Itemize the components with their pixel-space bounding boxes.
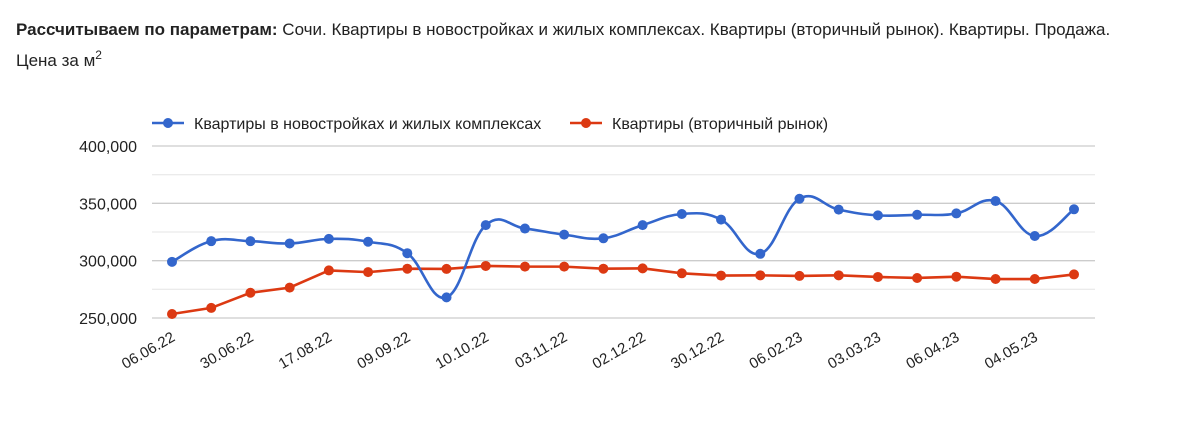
x-tick-label: 06.04.23 [903, 329, 962, 373]
data-point[interactable] [480, 220, 491, 231]
parameters-description: Рассчитываем по параметрам: Сочи. Кварти… [16, 14, 1196, 76]
data-point[interactable] [323, 265, 334, 276]
x-tick-label: 10.10.22 [433, 329, 492, 373]
series-new-buildings [167, 193, 1079, 303]
x-tick-label: 30.12.22 [668, 329, 727, 373]
chart-series [167, 193, 1079, 319]
data-point[interactable] [167, 256, 177, 267]
data-point[interactable] [951, 271, 962, 282]
data-point[interactable] [637, 220, 648, 231]
chart-gridlines [152, 145, 1095, 319]
y-tick-label: 250,000 [79, 311, 137, 328]
x-tick-label: 06.06.22 [119, 329, 178, 373]
data-point[interactable] [441, 263, 452, 274]
data-point[interactable] [716, 270, 727, 281]
data-point[interactable] [872, 210, 883, 221]
data-point[interactable] [1029, 231, 1040, 242]
y-tick-label: 400,000 [79, 139, 137, 156]
data-point[interactable] [1029, 274, 1040, 285]
x-axis: 06.06.22 30.06.22 17.08.22 09.09.22 10.10.22… [119, 329, 1041, 373]
x-tick-label: 17.08.22 [276, 329, 335, 373]
legend-marker-icon [581, 118, 591, 128]
x-tick-label: 04.05.23 [982, 329, 1041, 373]
data-point[interactable] [637, 263, 648, 274]
data-point[interactable] [833, 270, 844, 281]
data-point[interactable] [480, 260, 491, 271]
metric-superscript: 2 [95, 48, 102, 62]
data-point[interactable] [402, 248, 413, 259]
legend-marker-icon [163, 118, 173, 128]
legend-label: Квартиры (вторичный рынок) [612, 116, 828, 133]
data-point[interactable] [519, 261, 530, 272]
data-point[interactable] [676, 268, 687, 279]
data-point[interactable] [716, 214, 727, 225]
parameters-value: Сочи. Квартиры в новостройках и жилых ко… [277, 20, 1111, 39]
data-point[interactable] [559, 261, 570, 272]
data-point[interactable] [402, 263, 413, 274]
data-point[interactable] [990, 274, 1001, 285]
data-point[interactable] [363, 267, 374, 278]
series-secondary-market [167, 260, 1079, 319]
data-point[interactable] [284, 282, 295, 293]
series-line [171, 194, 1075, 299]
series-line [171, 264, 1075, 316]
y-tick-label: 350,000 [79, 196, 137, 213]
y-axis: 250,000 300,000 350,000 400,000 [79, 139, 137, 328]
data-point[interactable] [990, 196, 1001, 207]
data-point[interactable] [441, 292, 452, 303]
data-point[interactable] [794, 193, 805, 204]
data-point[interactable] [206, 236, 217, 247]
data-point[interactable] [167, 308, 177, 319]
x-tick-label: 03.03.23 [825, 329, 884, 373]
data-point[interactable] [519, 223, 530, 234]
data-point[interactable] [872, 271, 883, 282]
legend-item[interactable]: Квартиры в новостройках и жилых комплекс… [152, 116, 541, 133]
legend-item[interactable]: Квартиры (вторичный рынок) [570, 116, 828, 133]
parameters-label: Рассчитываем по параметрам: [16, 20, 278, 39]
data-point[interactable] [755, 270, 766, 281]
data-point[interactable] [1069, 269, 1079, 280]
chart-legend: Квартиры в новостройках и жилых комплекс… [152, 116, 828, 133]
data-point[interactable] [363, 236, 374, 247]
x-tick-label: 03.11.22 [512, 329, 570, 372]
x-tick-label: 02.12.22 [590, 329, 649, 373]
data-point[interactable] [598, 233, 609, 244]
data-point[interactable] [323, 233, 334, 244]
legend-label: Квартиры в новостройках и жилых комплекс… [194, 116, 541, 133]
data-point[interactable] [1069, 204, 1079, 215]
data-point[interactable] [284, 238, 295, 249]
data-point[interactable] [559, 229, 570, 240]
x-tick-label: 30.06.22 [197, 329, 256, 373]
data-point[interactable] [794, 270, 805, 281]
data-point[interactable] [951, 208, 962, 219]
data-point[interactable] [598, 263, 609, 274]
x-tick-label: 09.09.22 [354, 329, 413, 373]
data-point[interactable] [912, 209, 923, 220]
data-point[interactable] [245, 236, 256, 247]
data-point[interactable] [245, 287, 256, 298]
x-tick-label: 06.02.23 [746, 329, 805, 373]
data-point[interactable] [833, 204, 844, 215]
y-tick-label: 300,000 [79, 254, 137, 271]
metric-label: Цена за м [16, 51, 96, 70]
data-point[interactable] [912, 272, 923, 283]
data-point[interactable] [755, 248, 766, 259]
data-point[interactable] [676, 208, 687, 219]
data-point[interactable] [206, 302, 217, 313]
